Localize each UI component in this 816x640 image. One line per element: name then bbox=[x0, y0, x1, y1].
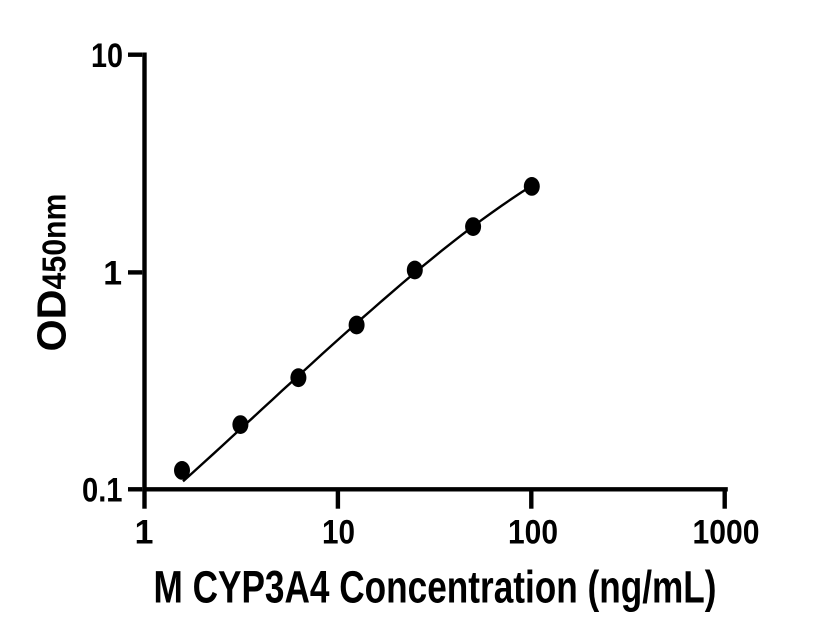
svg-text:10: 10 bbox=[91, 37, 123, 75]
svg-text:0.1: 0.1 bbox=[82, 472, 123, 510]
svg-text:1: 1 bbox=[103, 255, 122, 293]
svg-text:OD450nm: OD450nm bbox=[28, 194, 74, 352]
svg-text:M CYP3A4 Concentration (ng/mL): M CYP3A4 Concentration (ng/mL) bbox=[154, 562, 717, 613]
svg-text:10: 10 bbox=[322, 514, 355, 552]
svg-text:100: 100 bbox=[508, 514, 558, 552]
svg-text:1000: 1000 bbox=[693, 514, 760, 552]
svg-text:1: 1 bbox=[135, 514, 154, 552]
